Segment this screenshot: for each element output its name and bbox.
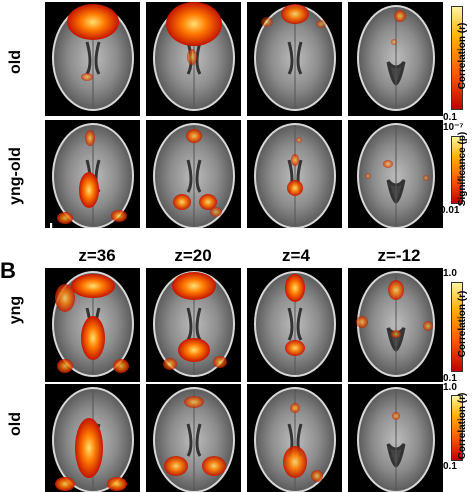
colorbar-row2-title: Significance (p) xyxy=(457,131,468,207)
colorbar-row2-top-tick: 10⁻⁷ xyxy=(443,122,464,133)
brain-slice-image xyxy=(357,387,435,492)
z-label-4: z=4 xyxy=(282,246,310,265)
colorbar-row4 xyxy=(451,395,463,461)
brain-slice-image xyxy=(357,5,435,111)
row-label-old-a: old xyxy=(7,50,24,74)
brain-slice-image xyxy=(153,271,235,377)
colorbar-row3-top-tick: 1.0 xyxy=(443,268,457,279)
colorbar-row3 xyxy=(451,282,463,372)
row-label-old-b: old xyxy=(7,412,24,436)
colorbar-row2 xyxy=(451,136,463,204)
brain-slice-r4-c3 xyxy=(247,384,342,492)
colorbar-row1 xyxy=(451,6,463,110)
brain-slice-image xyxy=(356,271,435,377)
brain-slice-r1-c4 xyxy=(348,2,443,116)
colorbar-row3-bottom-tick: 0.1 xyxy=(443,373,457,384)
brain-slice-r4-c2 xyxy=(146,384,241,492)
panel-b-letter: B xyxy=(0,258,16,283)
brain-slice-r3-c1 xyxy=(45,268,140,382)
brain-slice-r2-c2 xyxy=(146,120,241,228)
brain-slice-image xyxy=(52,271,134,377)
brain-slice-image xyxy=(254,387,336,492)
brain-slice-image xyxy=(153,123,235,228)
brain-slice-r2-c3 xyxy=(247,120,342,228)
brain-slice-image xyxy=(52,123,134,228)
brain-slice-r1-c1 xyxy=(45,2,140,116)
brain-slice-image xyxy=(254,123,336,228)
brain-slice-r3-c3 xyxy=(247,268,342,382)
brain-slice-r1-c2 xyxy=(146,2,241,116)
brain-slice-image xyxy=(153,387,235,492)
colorbar-row2-bottom-tick: 0.01 xyxy=(440,205,460,216)
brain-slice-r4-c4 xyxy=(348,384,443,492)
colorbar-row4-title: Correlation (r) xyxy=(457,392,468,460)
brain-slice-r3-c2 xyxy=(146,268,241,382)
row-label-yng-old: yng-old xyxy=(7,147,24,205)
brain-slice-image xyxy=(153,2,235,111)
brain-slice-image xyxy=(254,4,336,111)
brain-slice-r4-c1 xyxy=(45,384,140,492)
brain-slice-r2-c4 xyxy=(348,120,443,228)
left-hemisphere-marker: L xyxy=(49,220,59,237)
colorbar-row1-bottom-tick: 0.1 xyxy=(443,112,457,123)
brain-slice-r2-c1 xyxy=(45,120,140,228)
brain-slice-image xyxy=(357,123,435,228)
brain-slice-image xyxy=(52,4,134,111)
colorbar-row4-top-tick: 1.0 xyxy=(443,382,457,393)
colorbar-row4-bottom-tick: 0.1 xyxy=(443,461,457,472)
z-label-20: z=20 xyxy=(174,246,212,265)
brain-slice-image xyxy=(52,387,134,492)
z-label-minus12: z=-12 xyxy=(377,246,421,265)
z-label-36: z=36 xyxy=(78,246,116,265)
brain-slice-r1-c3 xyxy=(247,2,342,116)
brain-slice-image xyxy=(254,271,336,377)
brain-slice-r3-c4 xyxy=(348,268,443,382)
colorbar-row1-title: Correlation (r) xyxy=(457,22,468,90)
colorbar-row3-title: Correlation (r) xyxy=(457,290,468,358)
